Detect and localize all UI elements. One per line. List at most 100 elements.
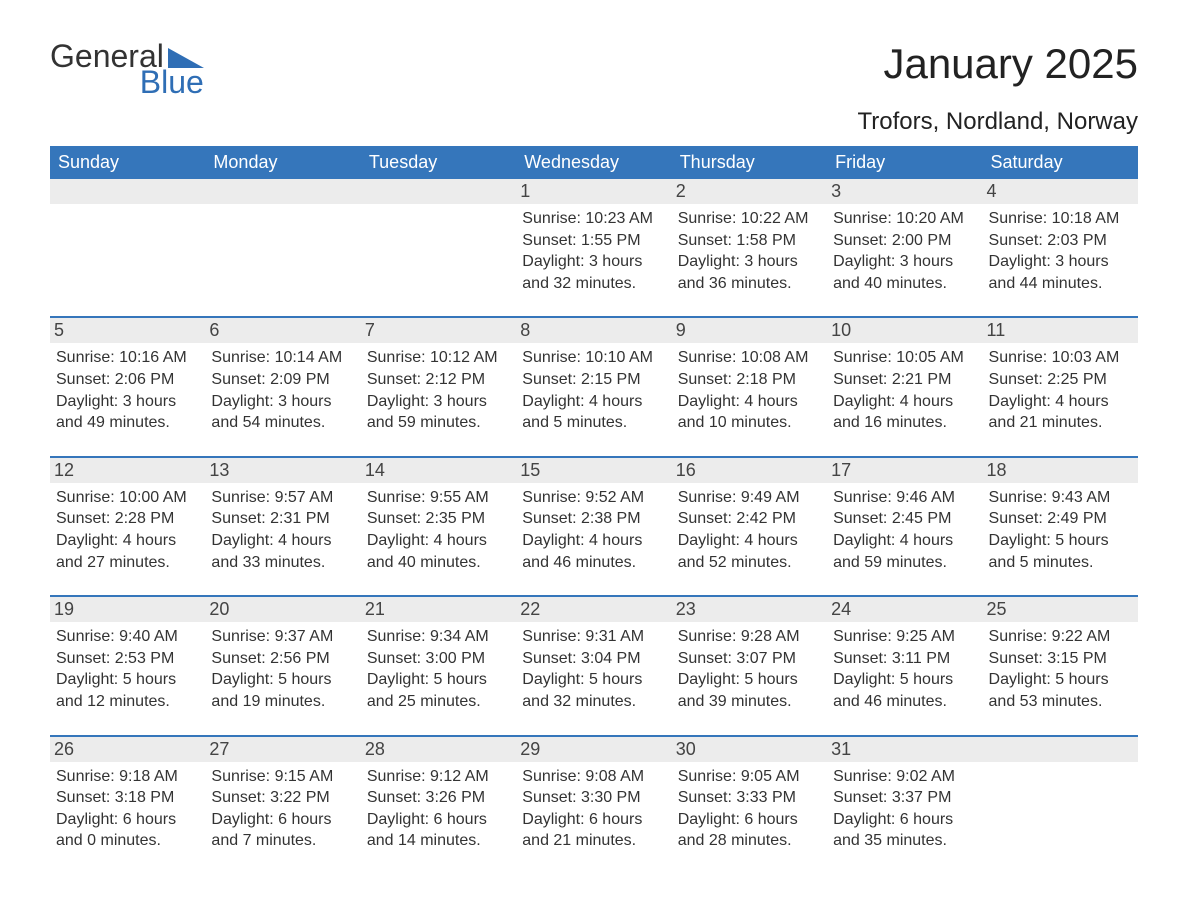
daylight-line-1: Daylight: 4 hours	[833, 530, 976, 552]
sunset-line: Sunset: 2:18 PM	[678, 369, 821, 391]
day-number: 1	[516, 179, 671, 204]
calendar-day: 12Sunrise: 10:00 AMSunset: 2:28 PMDaylig…	[50, 458, 205, 581]
sunset-line: Sunset: 2:53 PM	[56, 648, 199, 670]
daylight-line-1: Daylight: 4 hours	[989, 391, 1132, 413]
day-number: 12	[50, 458, 205, 483]
day-number: 13	[205, 458, 360, 483]
sunrise-line: Sunrise: 10:14 AM	[211, 347, 354, 369]
daylight-line-2: and 36 minutes.	[678, 273, 821, 295]
sunrise-line: Sunrise: 10:00 AM	[56, 487, 199, 509]
sunrise-line: Sunrise: 9:37 AM	[211, 626, 354, 648]
sunset-line: Sunset: 2:49 PM	[989, 508, 1132, 530]
sunrise-line: Sunrise: 9:40 AM	[56, 626, 199, 648]
daylight-line-1: Daylight: 4 hours	[522, 530, 665, 552]
day-number: 27	[205, 737, 360, 762]
daylight-line-1: Daylight: 5 hours	[211, 669, 354, 691]
daylight-line-1: Daylight: 3 hours	[367, 391, 510, 413]
dow-friday: Friday	[827, 146, 982, 179]
daylight-line-2: and 52 minutes.	[678, 552, 821, 574]
daylight-line-1: Daylight: 4 hours	[211, 530, 354, 552]
sunrise-line: Sunrise: 10:23 AM	[522, 208, 665, 230]
day-number: 3	[827, 179, 982, 204]
sunrise-line: Sunrise: 10:08 AM	[678, 347, 821, 369]
calendar-day: 15Sunrise: 9:52 AMSunset: 2:38 PMDayligh…	[516, 458, 671, 581]
daylight-line-2: and 5 minutes.	[522, 412, 665, 434]
day-number: 8	[516, 318, 671, 343]
calendar-day	[983, 737, 1138, 860]
calendar-week: 12Sunrise: 10:00 AMSunset: 2:28 PMDaylig…	[50, 456, 1138, 581]
calendar-day: 31Sunrise: 9:02 AMSunset: 3:37 PMDayligh…	[827, 737, 982, 860]
logo-text-blue: Blue	[140, 66, 204, 98]
sunrise-line: Sunrise: 9:31 AM	[522, 626, 665, 648]
day-number: 21	[361, 597, 516, 622]
sunrise-line: Sunrise: 10:05 AM	[833, 347, 976, 369]
calendar-day: 4Sunrise: 10:18 AMSunset: 2:03 PMDayligh…	[983, 179, 1138, 302]
daylight-line-2: and 59 minutes.	[833, 552, 976, 574]
daylight-line-1: Daylight: 6 hours	[367, 809, 510, 831]
day-number: 25	[983, 597, 1138, 622]
daylight-line-2: and 27 minutes.	[56, 552, 199, 574]
daylight-line-2: and 10 minutes.	[678, 412, 821, 434]
sunset-line: Sunset: 2:25 PM	[989, 369, 1132, 391]
dow-saturday: Saturday	[983, 146, 1138, 179]
daylight-line-1: Daylight: 4 hours	[678, 530, 821, 552]
calendar-day: 7Sunrise: 10:12 AMSunset: 2:12 PMDayligh…	[361, 318, 516, 441]
header: General Blue January 2025	[50, 40, 1138, 98]
day-number: 4	[983, 179, 1138, 204]
daylight-line-1: Daylight: 5 hours	[522, 669, 665, 691]
sunrise-line: Sunrise: 9:08 AM	[522, 766, 665, 788]
daylight-line-2: and 25 minutes.	[367, 691, 510, 713]
daylight-line-2: and 59 minutes.	[367, 412, 510, 434]
calendar-day: 28Sunrise: 9:12 AMSunset: 3:26 PMDayligh…	[361, 737, 516, 860]
daylight-line-1: Daylight: 6 hours	[678, 809, 821, 831]
sunrise-line: Sunrise: 9:05 AM	[678, 766, 821, 788]
sunrise-line: Sunrise: 9:15 AM	[211, 766, 354, 788]
dow-thursday: Thursday	[672, 146, 827, 179]
sunset-line: Sunset: 2:35 PM	[367, 508, 510, 530]
daylight-line-2: and 46 minutes.	[522, 552, 665, 574]
daylight-line-2: and 7 minutes.	[211, 830, 354, 852]
sunset-line: Sunset: 3:30 PM	[522, 787, 665, 809]
daylight-line-1: Daylight: 3 hours	[56, 391, 199, 413]
daylight-line-2: and 40 minutes.	[367, 552, 510, 574]
daylight-line-2: and 44 minutes.	[989, 273, 1132, 295]
daylight-line-2: and 21 minutes.	[989, 412, 1132, 434]
day-number: 18	[983, 458, 1138, 483]
sunset-line: Sunset: 3:11 PM	[833, 648, 976, 670]
calendar-day: 5Sunrise: 10:16 AMSunset: 2:06 PMDayligh…	[50, 318, 205, 441]
sunrise-line: Sunrise: 9:02 AM	[833, 766, 976, 788]
calendar-day: 24Sunrise: 9:25 AMSunset: 3:11 PMDayligh…	[827, 597, 982, 720]
day-number: 11	[983, 318, 1138, 343]
sunset-line: Sunset: 2:38 PM	[522, 508, 665, 530]
sunrise-line: Sunrise: 9:18 AM	[56, 766, 199, 788]
daylight-line-2: and 5 minutes.	[989, 552, 1132, 574]
sunset-line: Sunset: 3:04 PM	[522, 648, 665, 670]
sunrise-line: Sunrise: 9:28 AM	[678, 626, 821, 648]
daylight-line-2: and 40 minutes.	[833, 273, 976, 295]
day-number: 30	[672, 737, 827, 762]
day-number: 5	[50, 318, 205, 343]
day-number: 17	[827, 458, 982, 483]
sunrise-line: Sunrise: 10:16 AM	[56, 347, 199, 369]
calendar-day: 3Sunrise: 10:20 AMSunset: 2:00 PMDayligh…	[827, 179, 982, 302]
daylight-line-2: and 19 minutes.	[211, 691, 354, 713]
calendar-week: 19Sunrise: 9:40 AMSunset: 2:53 PMDayligh…	[50, 595, 1138, 720]
daylight-line-1: Daylight: 6 hours	[522, 809, 665, 831]
sunset-line: Sunset: 3:33 PM	[678, 787, 821, 809]
daylight-line-2: and 54 minutes.	[211, 412, 354, 434]
dow-tuesday: Tuesday	[361, 146, 516, 179]
daylight-line-1: Daylight: 4 hours	[522, 391, 665, 413]
sunrise-line: Sunrise: 9:43 AM	[989, 487, 1132, 509]
sunrise-line: Sunrise: 10:22 AM	[678, 208, 821, 230]
sunset-line: Sunset: 3:26 PM	[367, 787, 510, 809]
daylight-line-1: Daylight: 5 hours	[989, 669, 1132, 691]
calendar-week: 1Sunrise: 10:23 AMSunset: 1:55 PMDayligh…	[50, 179, 1138, 302]
daylight-line-2: and 39 minutes.	[678, 691, 821, 713]
day-number: 15	[516, 458, 671, 483]
day-number	[205, 179, 360, 204]
sunset-line: Sunset: 3:15 PM	[989, 648, 1132, 670]
calendar-day: 27Sunrise: 9:15 AMSunset: 3:22 PMDayligh…	[205, 737, 360, 860]
calendar-day: 22Sunrise: 9:31 AMSunset: 3:04 PMDayligh…	[516, 597, 671, 720]
sunrise-line: Sunrise: 10:12 AM	[367, 347, 510, 369]
sunset-line: Sunset: 3:00 PM	[367, 648, 510, 670]
